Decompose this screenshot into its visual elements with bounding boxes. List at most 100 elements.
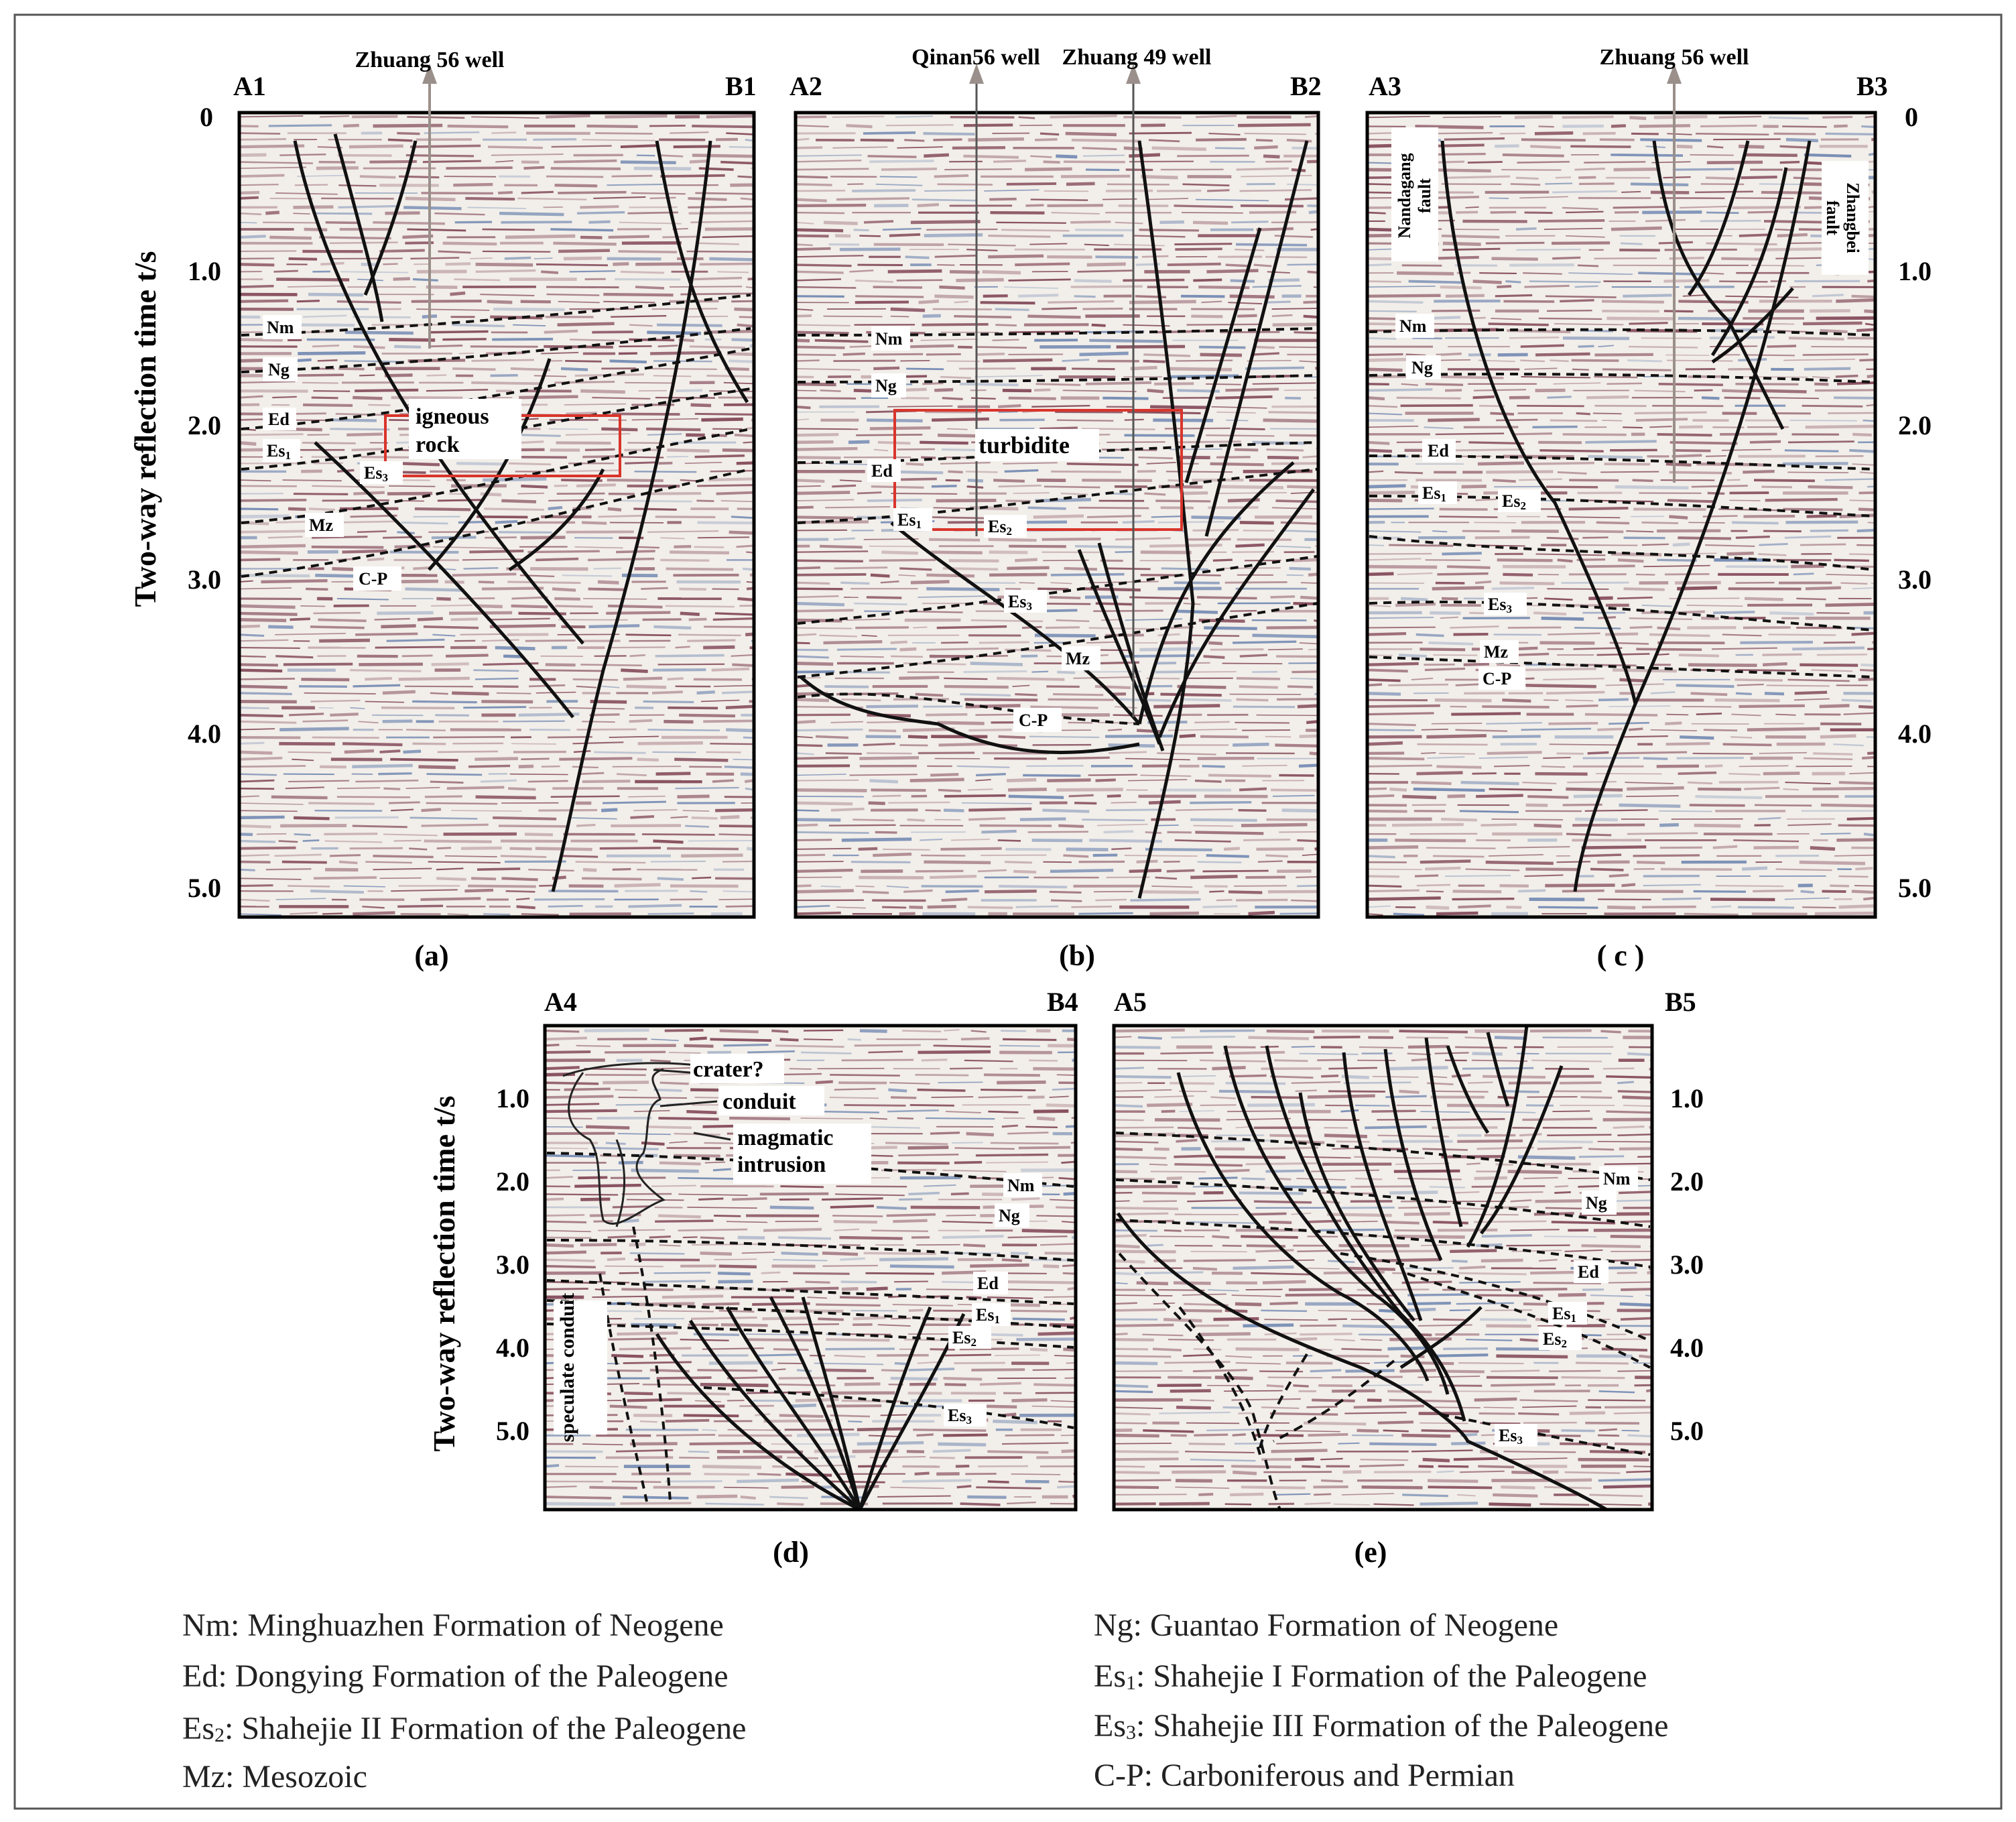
seismic-trace [658,154,684,158]
seismic-trace [967,906,1013,909]
seismic-trace [998,735,1026,739]
seismic-trace [635,286,665,290]
seismic-trace [300,605,326,607]
seismic-trace [475,269,536,274]
seismic-trace [1251,1272,1310,1276]
seismic-trace [954,1160,983,1164]
seismic-trace [1623,294,1672,298]
seismic-trace [1114,1294,1173,1296]
seismic-trace [1629,322,1668,325]
seismic-trace [938,1081,983,1084]
seismic-trace [1680,735,1714,740]
seismic-trace [239,514,290,519]
seismic-trace [801,1051,852,1054]
seismic-trace [642,1384,694,1386]
seismic-trace [796,779,859,782]
seismic-trace [630,814,655,819]
seismic-trace [1255,139,1273,142]
seismic-trace [699,262,754,266]
seismic-trace [1588,1148,1615,1151]
seismic-trace [572,678,618,681]
seismic-trace [1323,1270,1385,1275]
fault-lines [1440,140,1812,892]
seismic-trace [1775,257,1822,259]
seismic-trace [1539,449,1604,452]
seismic-trace [421,823,489,827]
seismic-trace [480,492,502,497]
seismic-trace [961,802,1032,804]
seismic-trace [861,634,877,637]
seismic-trace [796,698,830,703]
seismic-trace [1218,1168,1250,1173]
seismic-trace [1554,1191,1571,1195]
seismic-trace [1341,1347,1382,1351]
seismic-trace [605,114,668,119]
seismic-trace [1420,1502,1478,1506]
seismic-trace [471,116,540,119]
seismic-trace [1613,1412,1652,1414]
seismic-trace [1804,153,1852,158]
seismic-trace [1488,322,1549,326]
seismic-trace [1460,1470,1505,1473]
seismic-trace [1541,616,1584,621]
seismic-trace [909,778,964,783]
seismic-trace [1609,873,1629,877]
seismic-trace [769,1205,814,1210]
seismic-trace [1193,825,1233,827]
seismic-trace [481,587,544,591]
seismic-trace [635,546,659,549]
seismic-trace [412,700,477,704]
seismic-trace [993,1419,1037,1424]
seismic-trace [601,686,620,688]
seismic-trace [1689,804,1745,807]
seismic-trace [1424,426,1454,430]
seismic-trace [319,236,391,240]
seismic-trace [592,397,651,400]
seismic-trace [1367,396,1385,401]
seismic-trace [1206,434,1275,437]
seismic-trace [527,780,568,783]
seismic-trace [1066,463,1139,467]
seismic-trace [999,885,1068,889]
seismic-trace [580,205,619,209]
seismic-trace [426,285,458,289]
time-axis-ticks: 0 1.0 2.0 3.0 4.0 5.0 [1898,102,1932,903]
layer-label: Es3 [364,463,388,484]
seismic-trace [1398,1206,1451,1209]
seismic-trace [1643,564,1710,568]
seismic-trace [454,221,493,224]
seismic-trace [1472,395,1495,400]
seismic-trace [548,505,563,511]
well-label: Zhuang 56 well [355,48,505,72]
seismic-trace [1452,1073,1471,1078]
seismic-trace [1417,743,1488,746]
seismic-trace [1114,1177,1155,1180]
well-arrow-icon [969,64,984,84]
seismic-trace [1241,1177,1265,1180]
seismic-trace [483,477,547,482]
layer-label: Ng [875,376,897,396]
seismic-trace [1615,1442,1652,1446]
layer-label: Ed [268,410,290,429]
seismic-trace [773,1348,809,1351]
seismic-trace [1145,847,1212,851]
seismic-trace [966,249,998,251]
layer-label: Es2 [988,517,1012,538]
seismic-trace [796,719,816,725]
seismic-trace [1599,138,1635,141]
seismic-trace [1499,581,1555,585]
seismic-trace [796,756,848,760]
seismic-trace [1570,145,1631,148]
seismic-trace [653,625,692,629]
seismic-trace [1144,492,1166,496]
seismic-trace [1157,825,1179,827]
seismic-trace [292,758,314,762]
seismic-trace [545,1264,596,1269]
seismic-trace [1477,461,1524,466]
seismic-trace [1854,627,1875,629]
seismic-trace [697,484,754,487]
seismic-trace [611,315,667,318]
seismic-trace [1056,154,1078,159]
tick-label: 5.0 [496,1416,529,1446]
seismic-trace [859,1029,887,1033]
